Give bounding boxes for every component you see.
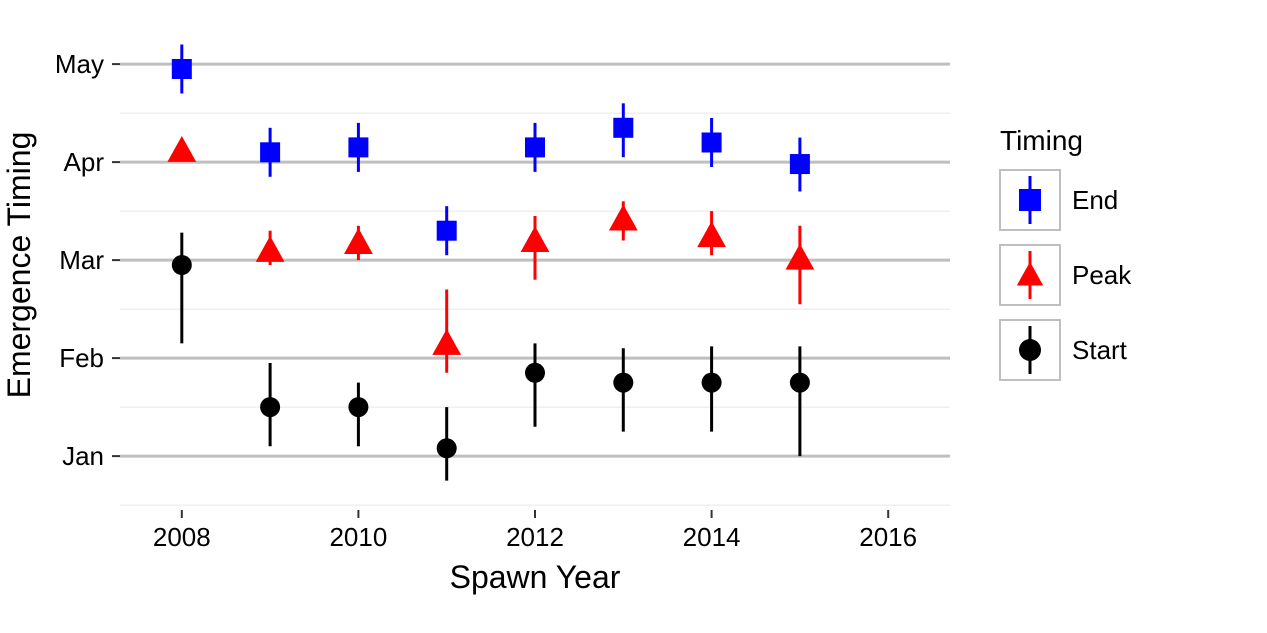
legend-label: Start [1072, 335, 1128, 365]
x-tick-label: 2016 [859, 522, 917, 552]
y-tick-label: May [55, 49, 104, 79]
legend-label: End [1072, 185, 1118, 215]
y-axis-title: Emergence Timing [1, 132, 37, 399]
legend-label: Peak [1072, 260, 1132, 290]
y-tick-label: Jan [62, 441, 104, 471]
x-axis-title: Spawn Year [450, 559, 621, 595]
y-tick-label: Apr [64, 147, 105, 177]
x-tick-label: 2012 [506, 522, 564, 552]
legend-title: Timing [1000, 125, 1083, 156]
y-tick-label: Mar [59, 245, 104, 275]
x-tick-label: 2010 [329, 522, 387, 552]
emergence-timing-chart: 2008 2010 2012 2014 2016 Spawn Year Jan Feb Mar A… [0, 0, 1267, 633]
x-tick-label: 2008 [153, 522, 211, 552]
x-tick-label: 2014 [683, 522, 741, 552]
y-tick-label: Feb [59, 343, 104, 373]
